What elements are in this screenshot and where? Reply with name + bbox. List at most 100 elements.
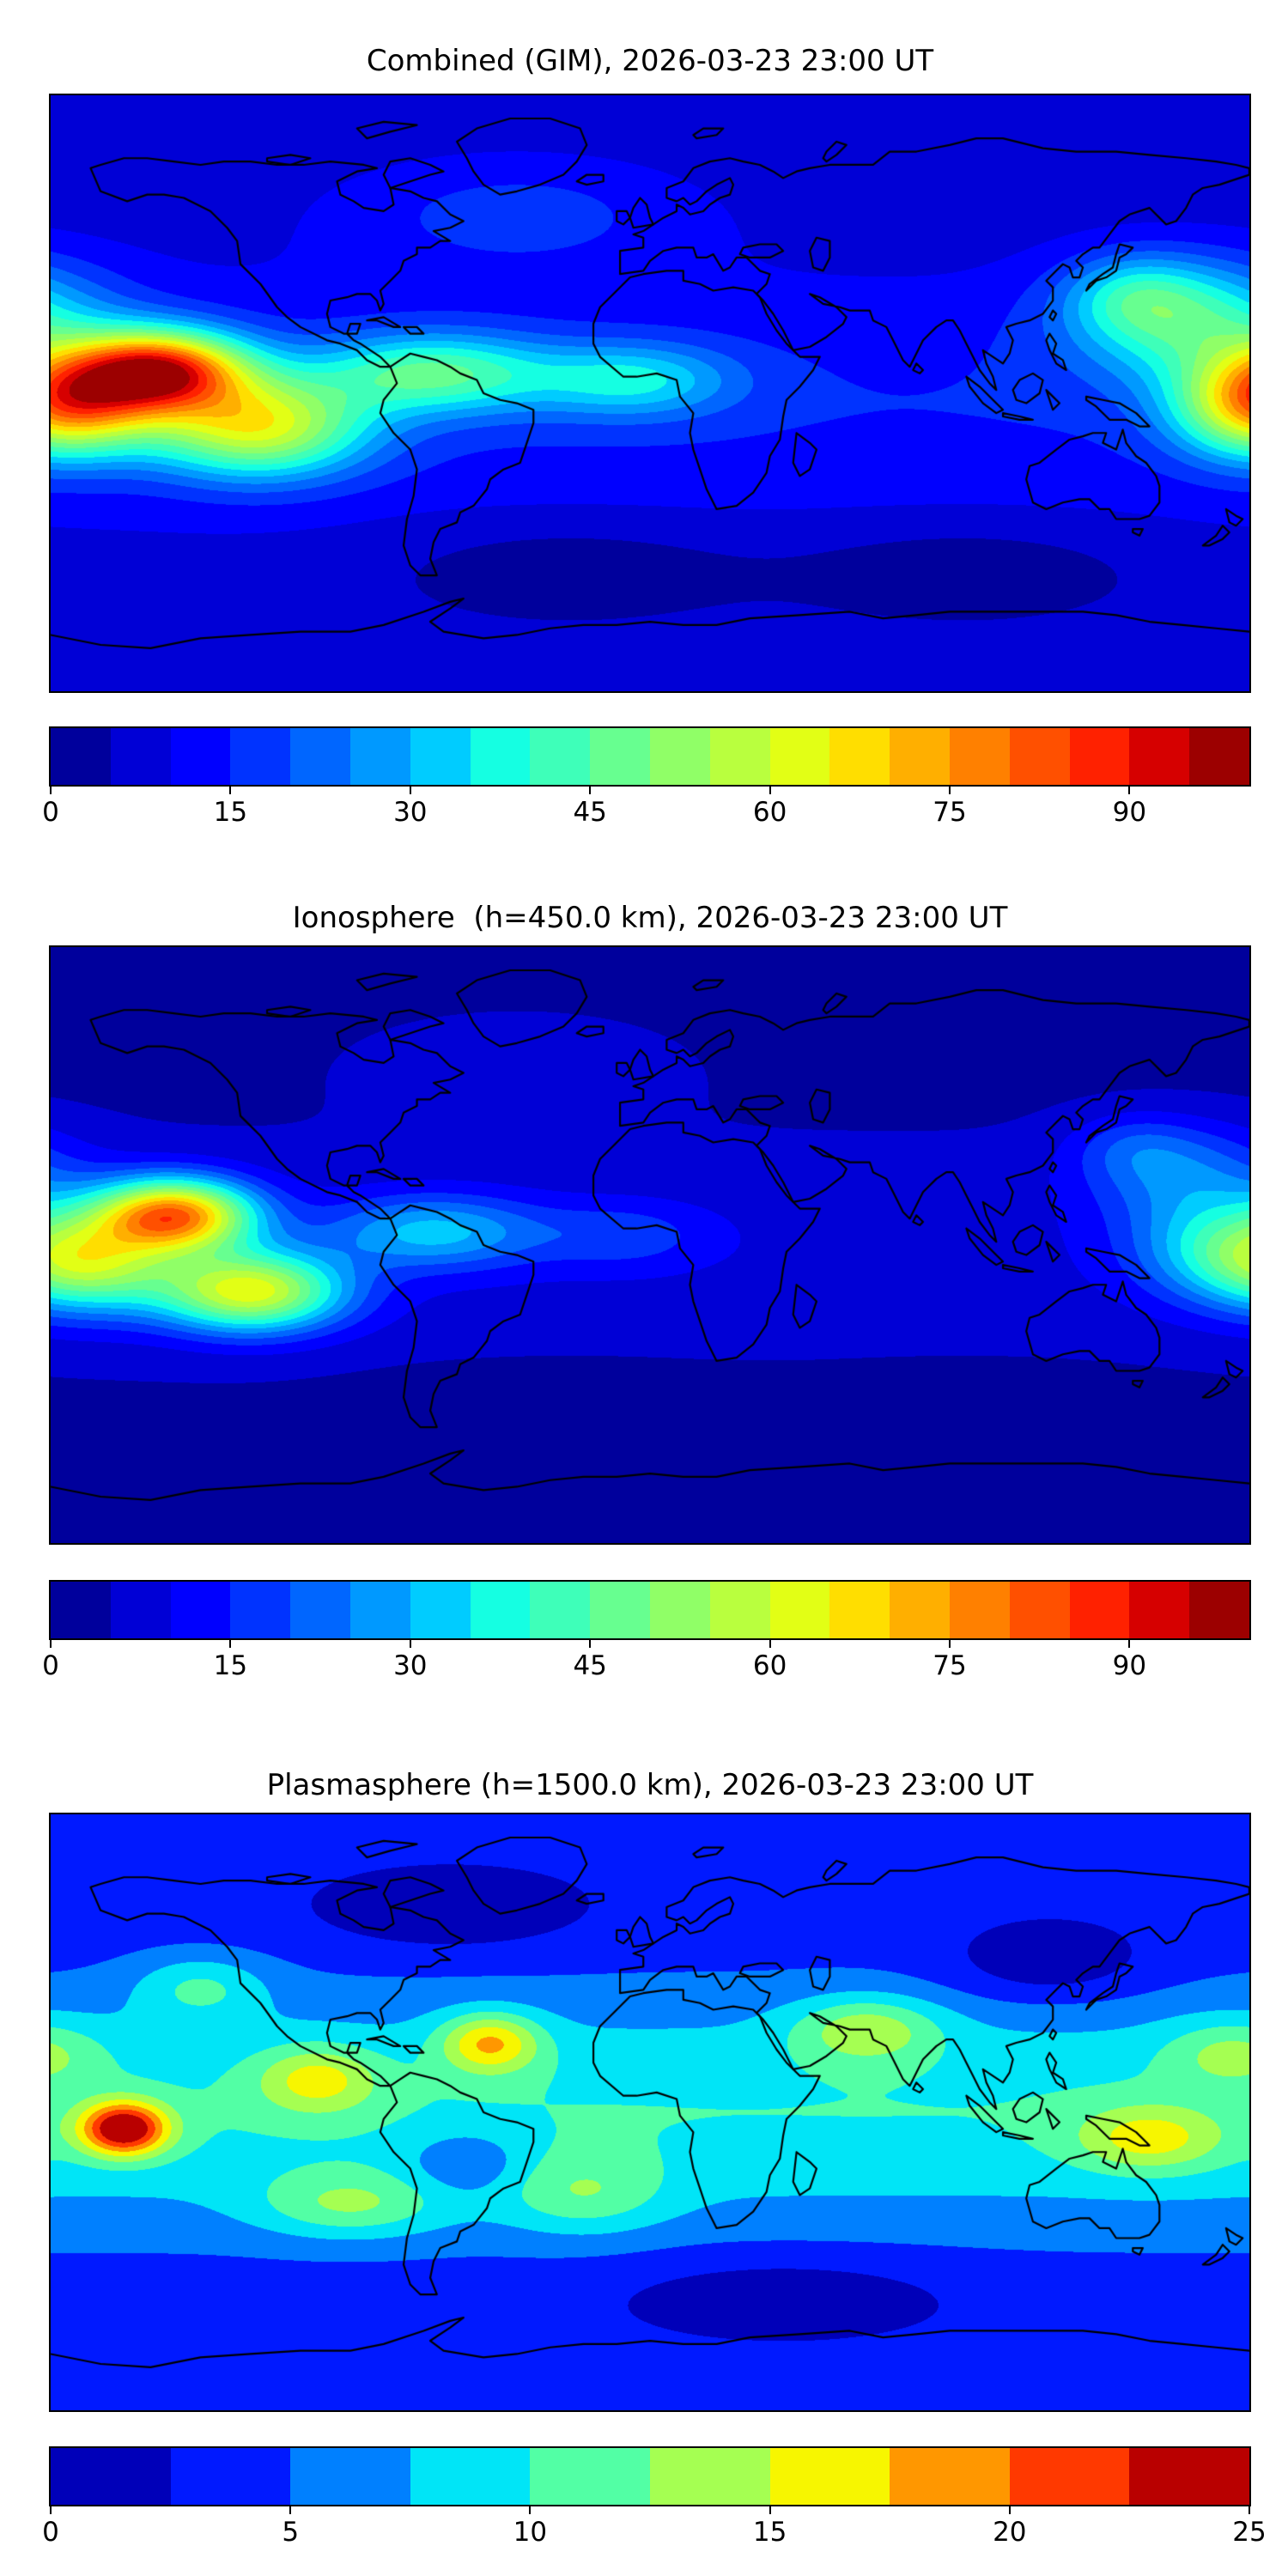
panel-title-combined: Combined (GIM), 2026-03-23 23:00 UT bbox=[366, 44, 934, 78]
map-canvas-ionosphere bbox=[51, 947, 1249, 1543]
colorbar-tick-label: 5 bbox=[282, 2517, 300, 2548]
colorbar-tick-label: 10 bbox=[513, 2517, 548, 2548]
colorbar-tick bbox=[769, 1640, 771, 1648]
colorbar-tick bbox=[949, 1640, 951, 1648]
colorbar-tick bbox=[949, 787, 951, 794]
colorbar-tick bbox=[289, 2506, 292, 2514]
colorbar-segment bbox=[1129, 728, 1190, 785]
colorbar-tick bbox=[50, 1640, 52, 1648]
colorbar-plasmasphere bbox=[49, 2446, 1251, 2506]
colorbar-segment bbox=[470, 1582, 531, 1638]
colorbar-tick-label: 0 bbox=[42, 797, 59, 828]
colorbar-segment bbox=[649, 728, 710, 785]
colorbar-segment bbox=[649, 1582, 710, 1638]
colorbar-tick bbox=[50, 2506, 52, 2514]
colorbar-segment bbox=[170, 728, 231, 785]
colorbar-tick-label: 30 bbox=[393, 797, 428, 828]
colorbar-segment bbox=[110, 1582, 171, 1638]
map-canvas-combined bbox=[51, 95, 1249, 691]
colorbar-segment bbox=[530, 2448, 650, 2505]
colorbar-segment bbox=[649, 2448, 770, 2505]
colorbar-tick-label: 30 bbox=[393, 1650, 428, 1681]
colorbar-segment bbox=[1189, 728, 1249, 785]
colorbar-segment bbox=[230, 728, 291, 785]
colorbar-tick bbox=[1128, 787, 1131, 794]
colorbar-segment bbox=[170, 2448, 291, 2505]
colorbar-segment bbox=[1009, 728, 1070, 785]
colorbar-segment bbox=[530, 728, 591, 785]
colorbar-tick-labels-ionosphere: 0 15 30 45 60 75 90 bbox=[42, 1640, 1249, 1688]
colorbar-tick bbox=[1008, 2506, 1011, 2514]
colorbar-tick-label: 45 bbox=[573, 797, 607, 828]
colorbar-segment bbox=[590, 1582, 650, 1638]
colorbar-segment bbox=[1009, 1582, 1070, 1638]
map-frame-ionosphere bbox=[49, 945, 1251, 1545]
colorbar-tick-labels-plasmasphere: 0 5 10 15 20 25 bbox=[42, 2506, 1267, 2555]
panel-title-plasmasphere: Plasmasphere (h=1500.0 km), 2026-03-23 2… bbox=[266, 1768, 1034, 1802]
colorbar-segment bbox=[769, 728, 830, 785]
colorbar-segment bbox=[51, 1582, 111, 1638]
colorbar-tick-labels-combined: 0 15 30 45 60 75 90 bbox=[42, 787, 1249, 835]
colorbar-tick-label: 45 bbox=[573, 1650, 607, 1681]
colorbar-segment bbox=[290, 2448, 410, 2505]
colorbar-segment bbox=[890, 2448, 1010, 2505]
colorbar-tick-label: 75 bbox=[933, 1650, 967, 1681]
colorbar-segment bbox=[1009, 2448, 1130, 2505]
colorbar-segment bbox=[1189, 1582, 1249, 1638]
colorbar-segment bbox=[709, 728, 770, 785]
map-frame-plasmasphere bbox=[49, 1813, 1251, 2412]
colorbar-tick bbox=[409, 1640, 411, 1648]
colorbar-tick-label: 0 bbox=[42, 2517, 59, 2548]
colorbar-tick bbox=[229, 1640, 232, 1648]
colorbar-tick bbox=[529, 2506, 532, 2514]
colorbar-tick bbox=[1249, 2506, 1250, 2514]
colorbar-segment bbox=[890, 728, 950, 785]
colorbar-segment bbox=[51, 2448, 171, 2505]
colorbar-tick bbox=[589, 1640, 592, 1648]
colorbar-segment bbox=[769, 2448, 890, 2505]
panel-title-ionosphere: Ionosphere (h=450.0 km), 2026-03-23 23:0… bbox=[292, 901, 1008, 935]
colorbar-segment bbox=[1129, 2448, 1249, 2505]
colorbar-segment bbox=[829, 1582, 890, 1638]
colorbar-segment bbox=[949, 728, 1010, 785]
colorbar-tick-label: 75 bbox=[933, 797, 967, 828]
colorbar-tick-label: 60 bbox=[752, 797, 787, 828]
colorbar-tick-label: 90 bbox=[1112, 1650, 1147, 1681]
colorbar-tick bbox=[1128, 1640, 1131, 1648]
colorbar-tick-label: 0 bbox=[42, 1650, 59, 1681]
colorbar-segment bbox=[530, 1582, 591, 1638]
colorbar-segment bbox=[470, 728, 531, 785]
colorbar-segment bbox=[51, 728, 111, 785]
colorbar-segment bbox=[829, 728, 890, 785]
colorbar-segment bbox=[1069, 1582, 1130, 1638]
map-canvas-plasmasphere bbox=[51, 1814, 1249, 2410]
colorbar-segment bbox=[349, 728, 410, 785]
colorbar-segment bbox=[949, 1582, 1010, 1638]
colorbar-segment bbox=[349, 1582, 410, 1638]
colorbar-tick-label: 25 bbox=[1232, 2517, 1267, 2548]
colorbar-ionosphere bbox=[49, 1580, 1251, 1640]
colorbar-tick-label: 90 bbox=[1112, 797, 1147, 828]
colorbar-segment bbox=[290, 1582, 350, 1638]
colorbar-segment bbox=[1069, 728, 1130, 785]
colorbar-segment bbox=[170, 1582, 231, 1638]
map-frame-combined bbox=[49, 94, 1251, 693]
colorbar-tick-label: 60 bbox=[752, 1650, 787, 1681]
colorbar-tick bbox=[769, 2506, 771, 2514]
colorbar-tick-label: 15 bbox=[213, 1650, 248, 1681]
colorbar-segment bbox=[410, 1582, 471, 1638]
colorbar-tick bbox=[589, 787, 592, 794]
colorbar-segment bbox=[709, 1582, 770, 1638]
colorbar-tick-label: 20 bbox=[993, 2517, 1027, 2548]
colorbar-tick-label: 15 bbox=[752, 2517, 787, 2548]
colorbar-tick-label: 15 bbox=[213, 797, 248, 828]
colorbar-segment bbox=[410, 2448, 531, 2505]
colorbar-combined bbox=[49, 726, 1251, 787]
colorbar-segment bbox=[290, 728, 350, 785]
colorbar-segment bbox=[1129, 1582, 1190, 1638]
colorbar-segment bbox=[110, 728, 171, 785]
colorbar-segment bbox=[590, 728, 650, 785]
colorbar-tick bbox=[769, 787, 771, 794]
colorbar-segment bbox=[230, 1582, 291, 1638]
